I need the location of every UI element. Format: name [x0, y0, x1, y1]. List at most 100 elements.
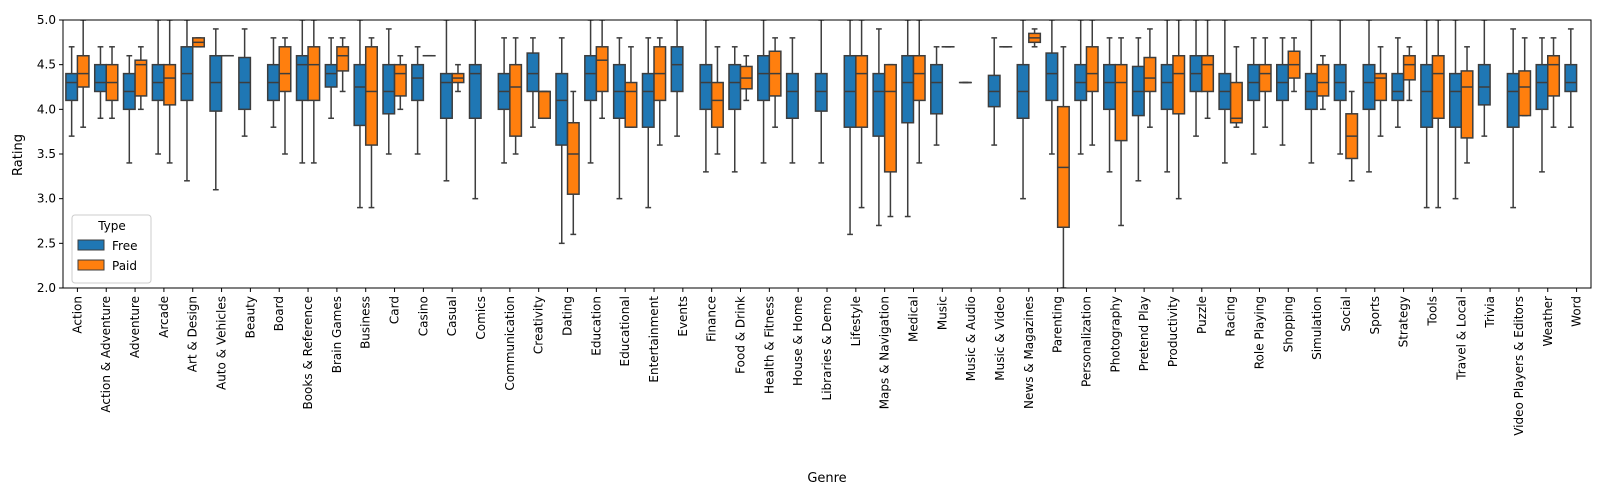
box-sports-paid — [1375, 47, 1387, 136]
box-entertainment-paid — [654, 38, 666, 145]
box-creativity-free — [527, 38, 539, 127]
legend-label-paid: Paid — [112, 259, 137, 273]
box — [1565, 65, 1577, 92]
x-tick-label: Travel & Local — [1454, 296, 1468, 381]
x-tick-label: Maps & Navigation — [878, 296, 892, 409]
box-shopping-paid — [1288, 38, 1300, 92]
box — [1173, 56, 1185, 114]
legend-swatch-paid — [78, 260, 104, 270]
box-pretend-play-free — [1133, 38, 1145, 181]
x-tick-label: Tools — [1425, 296, 1439, 327]
box-books-reference-paid — [308, 20, 320, 163]
box-parenting-free — [1046, 20, 1058, 154]
x-tick-label: Social — [1339, 296, 1353, 332]
box — [412, 65, 424, 101]
box-house-home-free — [787, 38, 799, 163]
box — [787, 74, 799, 119]
box-casino-free — [412, 47, 424, 154]
x-tick-label: Dating — [561, 296, 575, 336]
box — [913, 56, 925, 101]
box-photography-free — [1104, 38, 1116, 172]
box-word-free — [1565, 29, 1577, 127]
box-news-magazines-free — [1017, 20, 1029, 199]
box — [366, 47, 378, 145]
box-board-free — [268, 38, 280, 127]
legend-label-free: Free — [112, 239, 137, 253]
x-tick-label: Finance — [705, 296, 719, 342]
box — [1115, 65, 1127, 141]
box — [1161, 65, 1173, 110]
box-arcade-free — [152, 20, 164, 154]
box-business-free — [354, 20, 366, 208]
box — [815, 74, 827, 112]
box-business-paid — [366, 38, 378, 208]
box — [279, 47, 291, 92]
box — [1536, 65, 1548, 110]
box — [395, 65, 407, 96]
box-brain-games-free — [325, 38, 337, 118]
box-auto-vehicles-free — [210, 29, 222, 190]
box-racing-free — [1219, 20, 1231, 163]
box — [66, 74, 78, 101]
box — [1104, 65, 1116, 110]
y-tick-label: 3.0 — [37, 192, 56, 206]
x-tick-label: Beauty — [243, 296, 257, 338]
x-tick-label: Health & Fitness — [762, 296, 776, 394]
x-tick-label: Trivia — [1483, 296, 1497, 329]
y-tick-label: 2.0 — [37, 281, 56, 295]
box-adventure-paid — [135, 47, 147, 110]
box — [1404, 56, 1416, 80]
box-dating-free — [556, 38, 568, 243]
box-tools-free — [1421, 20, 1433, 208]
box-action-free — [66, 47, 78, 136]
box-board-paid — [279, 38, 291, 154]
box-books-reference-free — [297, 20, 309, 163]
box — [77, 56, 89, 87]
box — [885, 65, 897, 172]
box — [239, 58, 251, 110]
box-events-free — [671, 20, 683, 136]
box-food-drink-paid — [741, 56, 753, 101]
box-action-adventure-free — [95, 47, 107, 118]
box-social-paid — [1346, 91, 1358, 180]
x-tick-label: Casino — [416, 296, 430, 336]
box-tools-paid — [1432, 20, 1444, 208]
x-tick-label: Arcade — [157, 296, 171, 338]
box-lifestyle-paid — [856, 20, 868, 208]
box-personalization-paid — [1086, 20, 1098, 145]
box-maps-navigation-paid — [885, 65, 897, 217]
x-tick-label: Personalization — [1079, 296, 1093, 387]
box-puzzle-free — [1190, 20, 1202, 136]
x-tick-label: Simulation — [1310, 296, 1324, 360]
box-simulation-paid — [1317, 56, 1329, 110]
box-education-paid — [596, 20, 608, 118]
box-video-players-editors-free — [1507, 29, 1519, 208]
box — [902, 56, 914, 123]
x-tick-label: Puzzle — [1195, 296, 1209, 334]
box-education-free — [585, 20, 597, 163]
box — [873, 74, 885, 137]
box-communication-free — [498, 38, 510, 163]
box — [354, 65, 366, 126]
box-card-free — [383, 29, 395, 154]
x-tick-label: Casual — [445, 296, 459, 336]
x-tick-label: Business — [359, 296, 373, 349]
x-tick-label: Card — [388, 296, 402, 324]
box — [729, 65, 741, 110]
x-tick-label: Productivity — [1166, 296, 1180, 367]
x-tick-label: Food & Drink — [734, 296, 748, 374]
box-pretend-play-paid — [1144, 29, 1156, 127]
y-tick-label: 4.0 — [37, 102, 56, 116]
box — [596, 47, 608, 92]
box — [1363, 65, 1375, 110]
box — [1507, 74, 1519, 128]
box-art-design-free — [181, 20, 193, 181]
x-tick-label: Entertainment — [647, 296, 661, 383]
legend-swatch-free — [78, 240, 104, 250]
box-medical-paid — [913, 20, 925, 163]
box-brain-games-paid — [337, 38, 349, 92]
box-puzzle-paid — [1202, 20, 1214, 118]
box — [510, 65, 522, 136]
